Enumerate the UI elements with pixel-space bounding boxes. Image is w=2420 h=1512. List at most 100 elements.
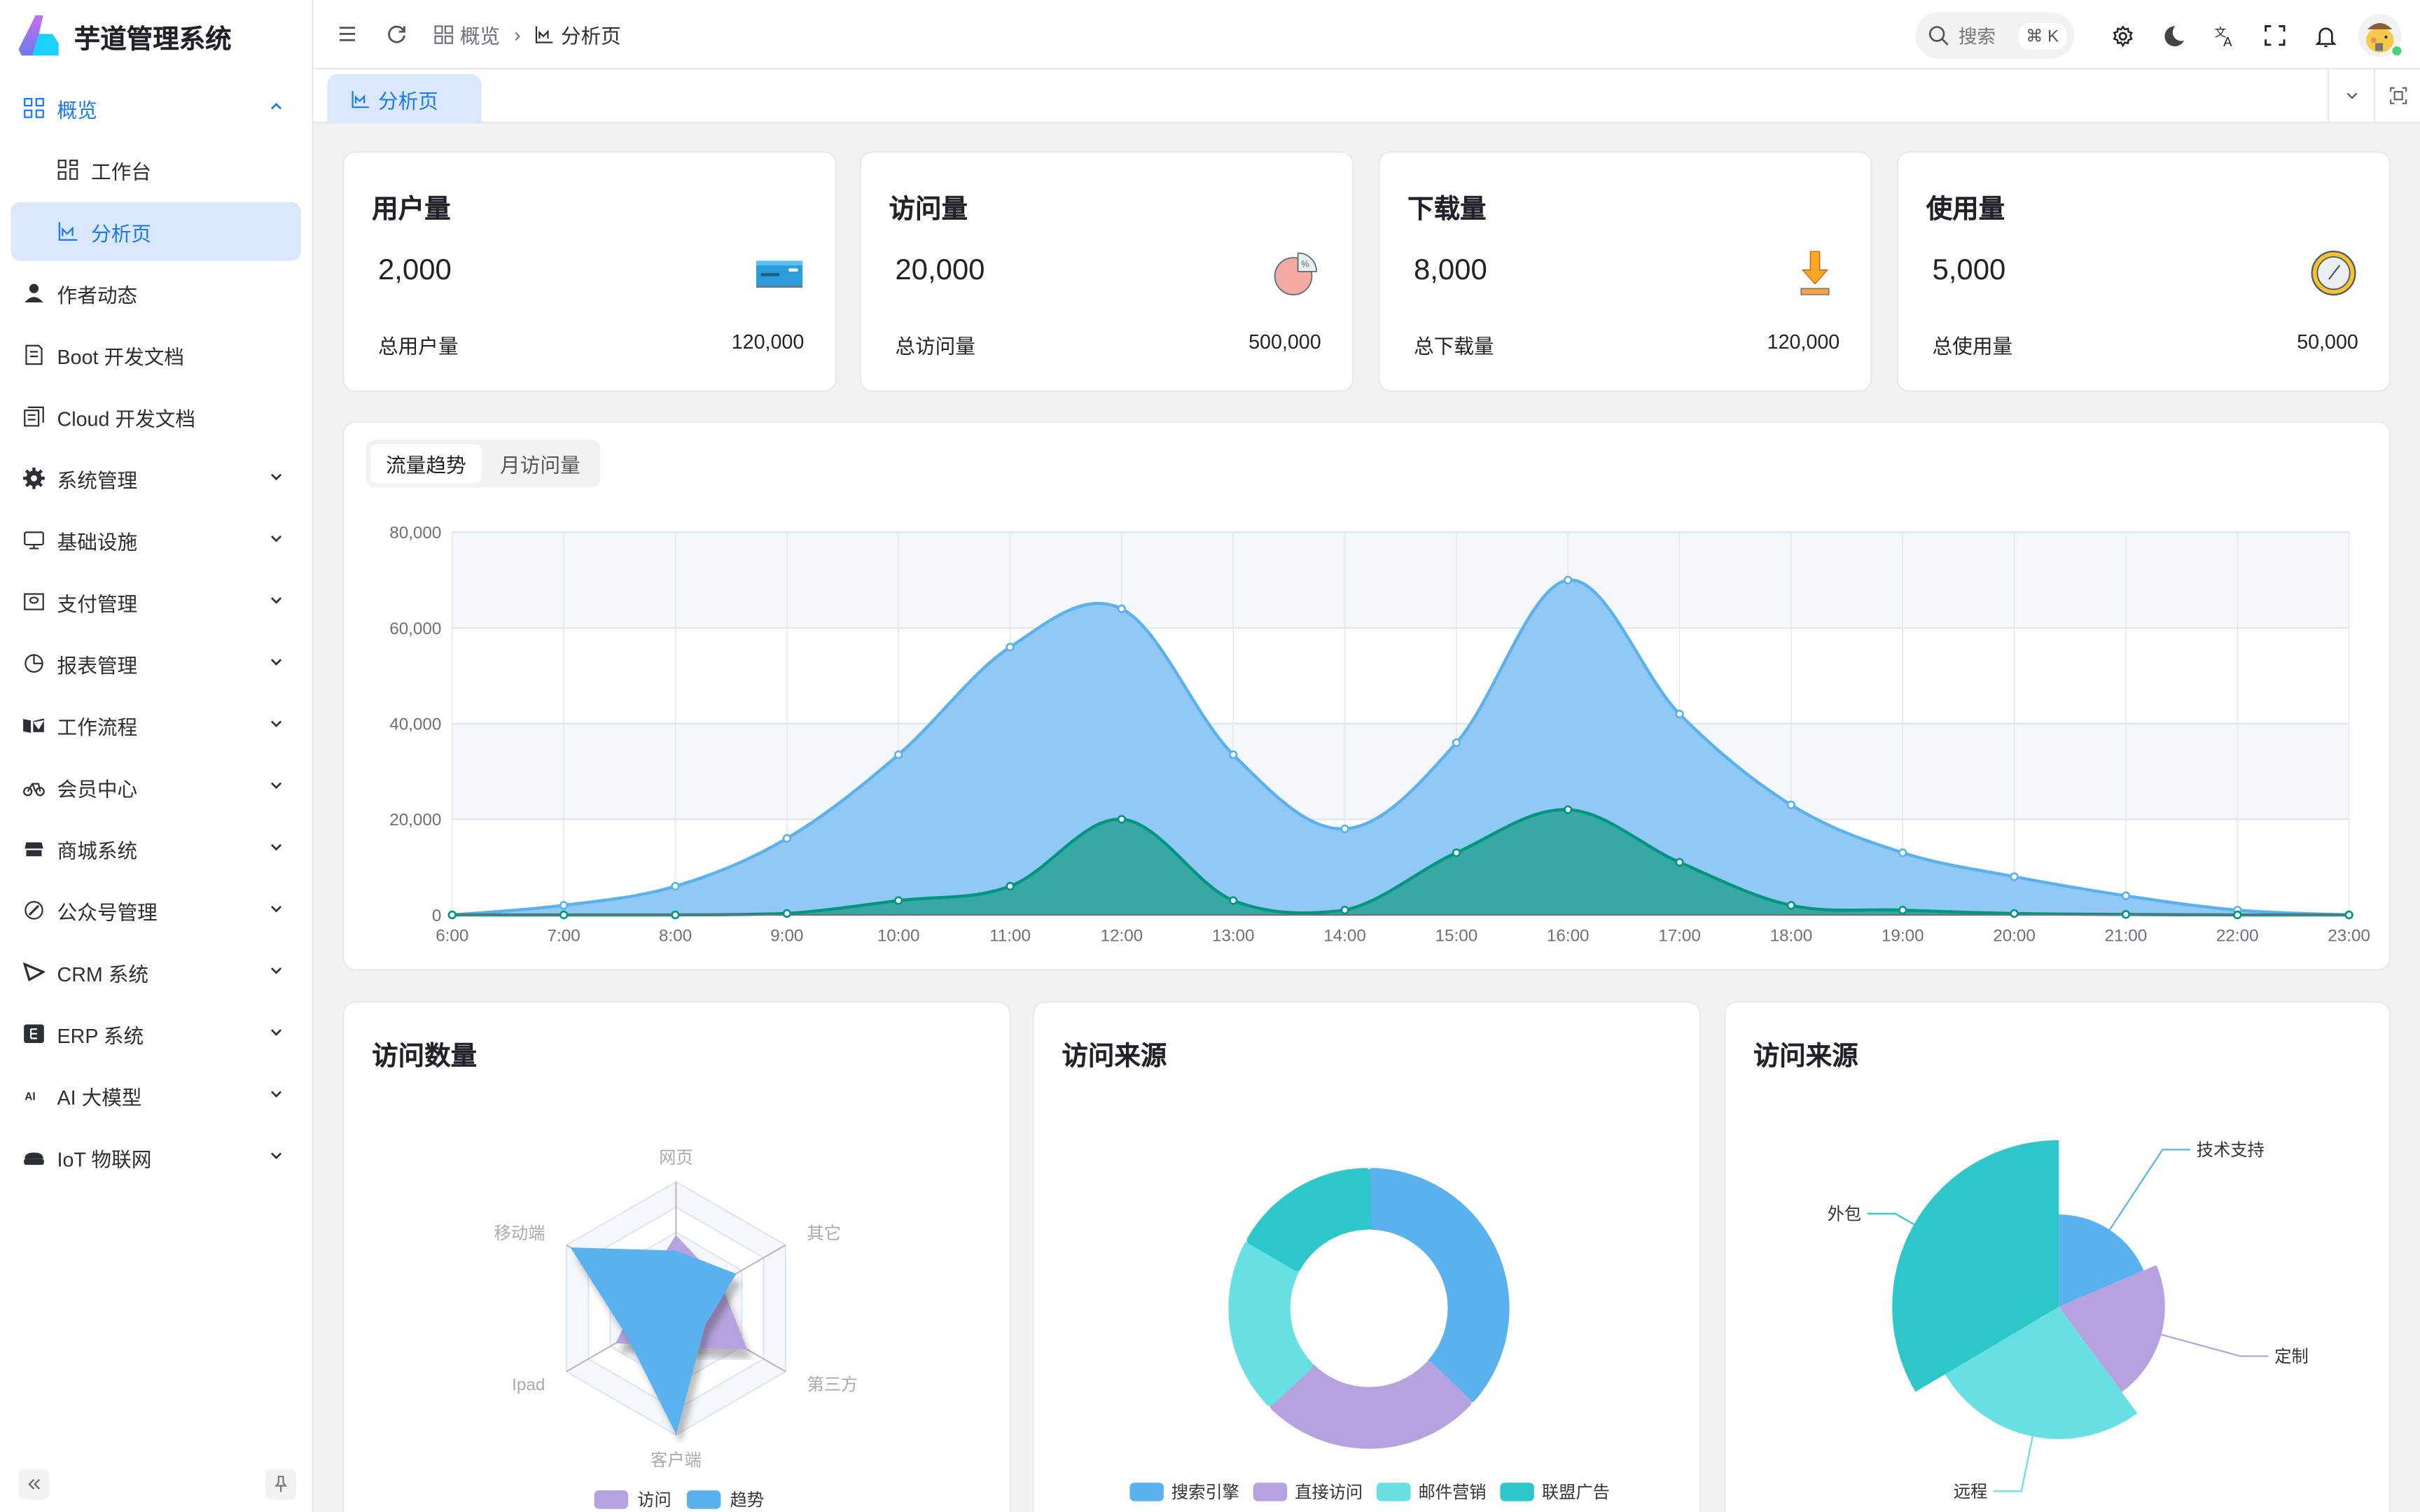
data-point[interactable] bbox=[1340, 906, 1349, 915]
rose-slice[interactable] bbox=[2059, 1265, 2165, 1392]
pin-sidebar-button[interactable] bbox=[265, 1469, 297, 1500]
data-point[interactable] bbox=[2233, 910, 2242, 920]
sidebar-item[interactable]: 工作流程 bbox=[0, 694, 312, 756]
legend-swatch[interactable] bbox=[1253, 1483, 1288, 1502]
sidebar-item[interactable]: 分析页 bbox=[11, 202, 301, 261]
fullscreen-icon bbox=[2265, 25, 2286, 46]
settings-button[interactable] bbox=[2097, 10, 2147, 60]
donut-slice[interactable] bbox=[1366, 1168, 1510, 1403]
data-point[interactable] bbox=[1340, 824, 1349, 834]
data-point[interactable] bbox=[2010, 872, 2019, 881]
legend-label[interactable]: 趋势 bbox=[730, 1491, 764, 1510]
toggle-menu-button[interactable] bbox=[323, 9, 373, 59]
data-point[interactable] bbox=[1675, 858, 1684, 867]
search-button[interactable]: 搜索 ⌘ K bbox=[1915, 12, 2075, 59]
data-point[interactable] bbox=[2121, 910, 2131, 919]
data-point[interactable] bbox=[447, 910, 457, 920]
data-point[interactable] bbox=[671, 881, 680, 891]
logo[interactable]: 芋道管理系统 bbox=[15, 13, 232, 59]
data-point[interactable] bbox=[1006, 643, 1015, 652]
sidebar-item[interactable]: CRM 系统 bbox=[0, 941, 312, 1002]
legend-label[interactable]: 访问 bbox=[637, 1491, 671, 1510]
data-point[interactable] bbox=[1786, 901, 1796, 910]
data-point[interactable] bbox=[1898, 906, 1907, 915]
sidebar-item[interactable]: Cloud 开发文档 bbox=[0, 386, 312, 447]
sidebar-item[interactable]: 商城系统 bbox=[0, 818, 312, 879]
sidebar-item-icon bbox=[23, 406, 45, 428]
data-point[interactable] bbox=[1564, 805, 1573, 814]
sidebar-item[interactable]: 作者动态 bbox=[0, 262, 312, 324]
data-point[interactable] bbox=[559, 910, 569, 920]
dashboard-icon bbox=[434, 24, 453, 43]
donut-slice[interactable] bbox=[1270, 1362, 1472, 1449]
notifications-button[interactable] bbox=[2301, 10, 2351, 60]
data-point[interactable] bbox=[893, 750, 903, 760]
breadcrumb-item-overview[interactable]: 概览 bbox=[433, 20, 500, 49]
sidebar-item[interactable]: 会员中心 bbox=[0, 756, 312, 818]
data-point[interactable] bbox=[1898, 848, 1907, 858]
legend-swatch[interactable] bbox=[1500, 1483, 1534, 1502]
tab-analysis[interactable]: 分析页 bbox=[327, 74, 482, 124]
tab-traffic-trend[interactable]: 流量趋势 bbox=[370, 444, 482, 483]
sidebar-item[interactable]: 系统管理 bbox=[0, 447, 312, 509]
data-point[interactable] bbox=[1564, 575, 1573, 584]
data-point[interactable] bbox=[2010, 909, 2019, 918]
sidebar-item[interactable]: AI AI 大模型 bbox=[0, 1065, 312, 1126]
donut-slice[interactable] bbox=[1246, 1168, 1372, 1271]
data-point[interactable] bbox=[2121, 891, 2131, 900]
sidebar-item[interactable]: 概览 bbox=[0, 77, 312, 139]
legend-label[interactable]: 联盟广告 bbox=[1542, 1483, 1610, 1502]
radar-series-area[interactable] bbox=[570, 1247, 737, 1435]
breadcrumb-item-analysis[interactable]: 分析页 bbox=[534, 20, 621, 49]
tab-maximize-button[interactable] bbox=[2373, 69, 2420, 122]
sidebar-item[interactable]: Boot 开发文档 bbox=[0, 324, 312, 386]
legend-swatch[interactable] bbox=[1129, 1483, 1164, 1502]
rose-slice[interactable] bbox=[2059, 1214, 2144, 1307]
data-point[interactable] bbox=[1229, 896, 1238, 905]
donut-slice[interactable] bbox=[1228, 1241, 1313, 1406]
theme-toggle-button[interactable] bbox=[2148, 10, 2198, 60]
legend-label[interactable]: 搜索引擎 bbox=[1171, 1483, 1239, 1502]
rose-slice[interactable] bbox=[1945, 1306, 2138, 1439]
sidebar-item[interactable]: ERP 系统 bbox=[0, 1003, 312, 1065]
tab-dropdown-button[interactable] bbox=[2327, 69, 2374, 122]
data-point[interactable] bbox=[1452, 848, 1461, 858]
legend-swatch[interactable] bbox=[594, 1490, 629, 1509]
dashboard-icon bbox=[24, 97, 44, 118]
data-point[interactable] bbox=[893, 896, 903, 905]
legend-swatch[interactable] bbox=[686, 1490, 721, 1509]
collapse-sidebar-button[interactable] bbox=[18, 1469, 50, 1500]
sidebar-item[interactable]: 基础设施 bbox=[0, 509, 312, 570]
data-point[interactable] bbox=[1229, 750, 1238, 760]
fullscreen-button[interactable] bbox=[2251, 10, 2300, 60]
data-point[interactable] bbox=[1117, 815, 1127, 824]
refresh-button[interactable] bbox=[372, 9, 422, 59]
data-point[interactable] bbox=[1786, 800, 1796, 810]
sidebar-item[interactable]: IoT 物联网 bbox=[0, 1126, 312, 1188]
data-point[interactable] bbox=[671, 910, 680, 920]
tab-monthly-visits[interactable]: 月访问量 bbox=[500, 454, 580, 477]
sidebar-item[interactable]: 公众号管理 bbox=[0, 879, 312, 941]
data-point[interactable] bbox=[1675, 709, 1684, 719]
data-point[interactable] bbox=[2344, 910, 2353, 920]
legend-swatch[interactable] bbox=[1377, 1483, 1411, 1502]
data-point[interactable] bbox=[1452, 738, 1461, 748]
chevron-up-icon bbox=[270, 102, 282, 110]
data-point[interactable] bbox=[1117, 604, 1127, 613]
avatar[interactable] bbox=[2358, 13, 2403, 57]
series-area bbox=[452, 580, 2349, 916]
rose-slice[interactable] bbox=[1892, 1140, 2059, 1392]
data-point[interactable] bbox=[559, 901, 569, 910]
app-title: 芋道管理系统 bbox=[74, 24, 232, 54]
sidebar-item[interactable]: 报表管理 bbox=[0, 633, 312, 694]
data-point[interactable] bbox=[1006, 881, 1015, 891]
legend-label[interactable]: 邮件营销 bbox=[1419, 1483, 1487, 1502]
data-point[interactable] bbox=[782, 909, 791, 918]
chevron-down-icon bbox=[270, 720, 282, 727]
legend-label[interactable]: 直接访问 bbox=[1295, 1483, 1363, 1502]
sidebar-item-label: 商城系统 bbox=[57, 838, 138, 862]
data-point[interactable] bbox=[782, 834, 791, 843]
sidebar-item[interactable]: 工作台 bbox=[0, 139, 312, 200]
sidebar-item[interactable]: 支付管理 bbox=[0, 571, 312, 633]
